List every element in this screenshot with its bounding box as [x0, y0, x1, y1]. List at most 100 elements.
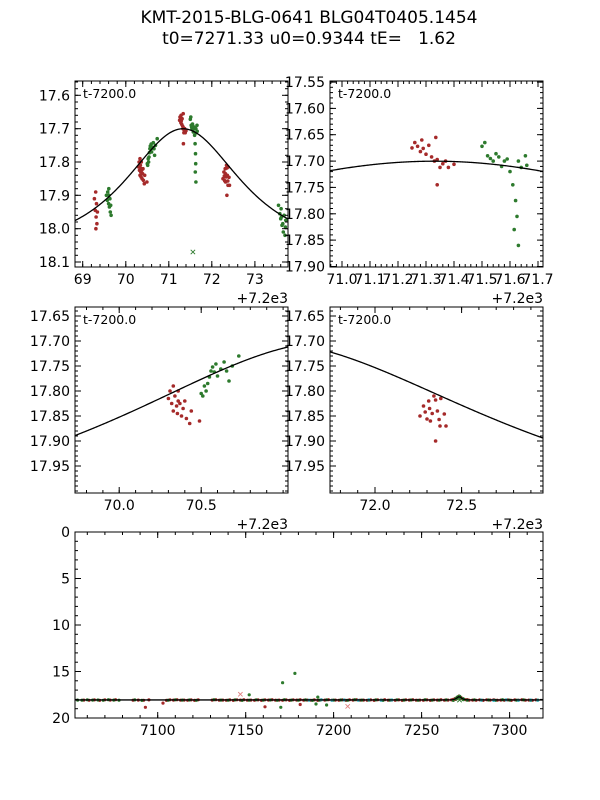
axis-ticks — [330, 81, 543, 267]
data-points — [166, 354, 241, 426]
figure-title: KMT-2015-BLG-0641 BLG04T0405.1454 — [140, 8, 478, 28]
panel-annotation: t-7200.0 — [83, 312, 136, 327]
y-tick-label: 17.85 — [285, 233, 325, 249]
y-tick-label: 17.75 — [285, 359, 325, 375]
x-tick-label: 72 — [203, 272, 221, 288]
x-axis-offset-label: +7.2e3 — [236, 517, 288, 533]
y-tick-label: 17.80 — [285, 207, 325, 223]
tick-labels: 71.071.171.271.371.471.571.671.7 17.55 17.… — [285, 75, 554, 288]
figure-subtitle: t0=7271.33 u0=0.9344 tE= 1.62 — [162, 29, 456, 49]
panel-annotation: t-7200.0 — [338, 86, 391, 101]
y-tick-label: 17.90 — [285, 260, 325, 276]
panel-zoom-rise: 70.0 70.5 17.65 17.70 17.75 17.80 17.85 17.90 17… — [30, 306, 289, 533]
y-tick-label: 17.85 — [285, 409, 325, 425]
tick-labels: 69 70 71 72 73 17.6 17.7 17.8 17.9 18.0 18.1 — [39, 88, 264, 288]
y-tick-label: 17.70 — [30, 334, 70, 350]
y-tick-label: 17.70 — [285, 334, 325, 350]
x-tick-label: 7250 — [404, 723, 440, 739]
y-tick-label: 5 — [61, 572, 70, 588]
x-tick-label: 69 — [74, 272, 92, 288]
tick-labels: 72.0 72.5 17.65 17.70 17.75 17.80 17.85 17.90 17… — [285, 309, 477, 514]
plot-background — [75, 307, 288, 493]
axes-frame — [329, 80, 544, 268]
data-points — [410, 135, 529, 248]
model-curve — [75, 696, 543, 701]
axes-frame — [74, 80, 289, 268]
y-tick-label: 17.7 — [39, 122, 70, 138]
x-tick-label: 7200 — [316, 723, 352, 739]
panel-zoom-main: 69 70 71 72 73 17.6 17.7 17.8 17.9 18.0 18.1 t-7200… — [39, 80, 289, 307]
y-tick-label: 17.55 — [285, 75, 325, 91]
panel-annotation: t-7200.0 — [338, 312, 391, 327]
y-tick-label: 17.6 — [39, 88, 70, 104]
y-tick-label: 17.65 — [285, 309, 325, 325]
x-tick-label: 71.5 — [466, 272, 497, 288]
x-tick-label: 71.3 — [410, 272, 441, 288]
axis-ticks — [75, 307, 288, 493]
y-tick-label: 17.95 — [285, 459, 325, 475]
axis-ticks — [75, 81, 288, 267]
y-tick-label: 17.9 — [39, 188, 70, 204]
y-tick-label: 17.8 — [39, 155, 70, 171]
x-tick-label: 71 — [160, 272, 178, 288]
data-points — [92, 111, 288, 255]
y-tick-label: 18.0 — [39, 222, 70, 238]
x-tick-label: 71.0 — [326, 272, 357, 288]
panel-zoom-fall: 72.0 72.5 17.65 17.70 17.75 17.80 17.85 17.90 17… — [285, 306, 544, 533]
x-tick-label: 73 — [246, 272, 264, 288]
axis-ticks — [75, 531, 543, 719]
y-tick-label: 17.90 — [30, 434, 70, 450]
plot-background — [75, 81, 288, 267]
x-axis-offset-label: +7.2e3 — [236, 291, 288, 307]
y-tick-label: 17.75 — [30, 359, 70, 375]
y-tick-label: 0 — [61, 525, 70, 541]
x-tick-label: 72.5 — [446, 498, 477, 514]
y-tick-label: 17.60 — [285, 101, 325, 117]
tick-labels: 70.0 70.5 17.65 17.70 17.75 17.80 17.85 17.90 17… — [30, 309, 217, 514]
x-tick-label: 71.4 — [438, 272, 469, 288]
plot-background — [75, 532, 543, 718]
x-tick-label: 70.0 — [104, 498, 135, 514]
y-tick-label: 17.95 — [30, 459, 70, 475]
axes-frame — [329, 306, 544, 494]
y-tick-label: 15 — [52, 665, 70, 681]
y-tick-label: 17.80 — [30, 384, 70, 400]
x-tick-label: 70.5 — [186, 498, 217, 514]
y-tick-label: 20 — [52, 711, 70, 727]
x-axis-offset-label: +7.2e3 — [491, 517, 543, 533]
y-tick-label: 17.70 — [285, 154, 325, 170]
y-tick-label: 17.85 — [30, 409, 70, 425]
x-tick-label: 71.1 — [354, 272, 385, 288]
x-tick-label: 71.6 — [494, 272, 525, 288]
tick-labels: 7100 7150 7200 7250 7300 0 5 10 15 20 — [52, 525, 527, 739]
model-curve — [330, 160, 543, 173]
y-tick-label: 18.1 — [39, 255, 70, 271]
x-tick-label: 72.0 — [359, 498, 390, 514]
y-tick-label: 17.75 — [285, 180, 325, 196]
y-tick-label: 17.80 — [285, 384, 325, 400]
x-tick-label: 7100 — [140, 723, 176, 739]
model-curve — [75, 346, 288, 437]
panel-full-lightcurve: 7100 7150 7200 7250 7300 0 5 10 15 20 — [52, 525, 544, 739]
model-curve — [75, 128, 288, 222]
x-tick-label: 7150 — [228, 723, 264, 739]
y-tick-label: 17.65 — [30, 309, 70, 325]
x-tick-label: 71.7 — [522, 272, 553, 288]
x-axis-offset-label: +7.2e3 — [491, 291, 543, 307]
axis-ticks — [330, 307, 543, 493]
y-tick-label: 17.90 — [285, 434, 325, 450]
figure-titles: KMT-2015-BLG-0641 BLG04T0405.1454 t0=727… — [75, 8, 543, 50]
y-tick-label: 17.65 — [285, 128, 325, 144]
plot-background — [330, 81, 543, 267]
x-tick-label: 7300 — [492, 723, 528, 739]
model-curve — [330, 351, 543, 439]
y-tick-label: 10 — [52, 618, 70, 634]
panel-annotation: t-7200.0 — [83, 86, 136, 101]
panel-zoom-peak: 71.071.171.271.371.471.571.671.7 17.55 17.… — [285, 75, 554, 307]
x-tick-label: 70 — [117, 272, 135, 288]
x-tick-label: 71.2 — [382, 272, 413, 288]
axes-frame — [74, 306, 289, 494]
data-points — [418, 394, 448, 443]
